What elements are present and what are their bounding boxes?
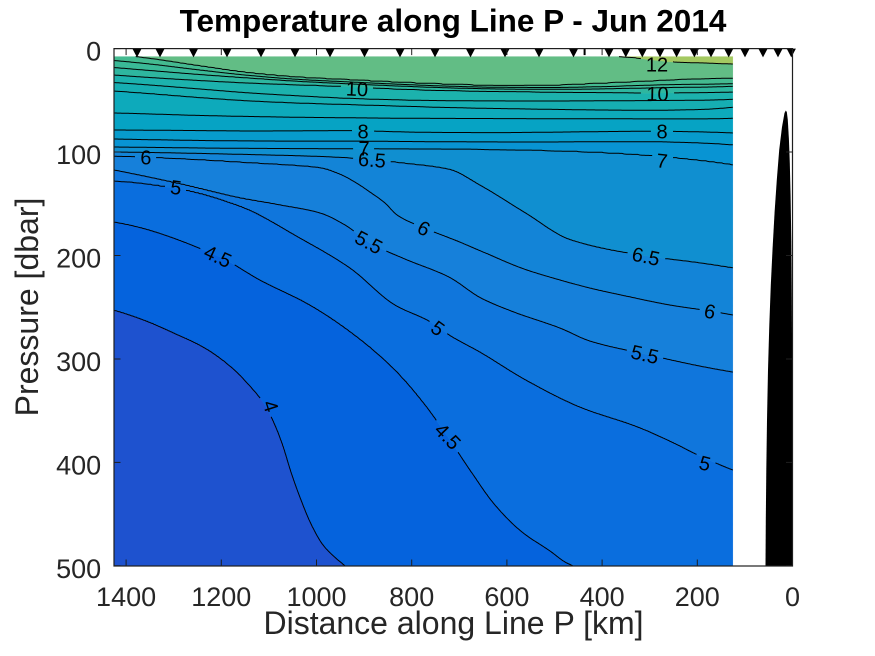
svg-text:12: 12 bbox=[646, 54, 668, 76]
svg-text:10: 10 bbox=[345, 79, 368, 102]
svg-text:6.5: 6.5 bbox=[357, 149, 386, 173]
svg-text:6: 6 bbox=[702, 300, 717, 324]
svg-text:5: 5 bbox=[169, 177, 183, 200]
svg-text:Pressure [dbar]: Pressure [dbar] bbox=[9, 198, 45, 417]
svg-text:1400: 1400 bbox=[96, 582, 156, 612]
svg-text:1200: 1200 bbox=[191, 582, 251, 612]
svg-text:300: 300 bbox=[56, 347, 101, 377]
svg-text:200: 200 bbox=[675, 582, 720, 612]
svg-text:0: 0 bbox=[785, 582, 800, 612]
svg-text:0: 0 bbox=[86, 37, 101, 67]
svg-text:1000: 1000 bbox=[286, 582, 346, 612]
svg-text:200: 200 bbox=[56, 244, 101, 274]
svg-text:6: 6 bbox=[140, 147, 152, 169]
svg-text:400: 400 bbox=[56, 450, 101, 480]
svg-text:800: 800 bbox=[389, 582, 434, 612]
svg-text:Distance along Line P [km]: Distance along Line P [km] bbox=[263, 605, 643, 641]
svg-text:5: 5 bbox=[697, 452, 713, 476]
svg-text:7: 7 bbox=[358, 138, 369, 160]
svg-text:8: 8 bbox=[357, 122, 368, 144]
svg-text:100: 100 bbox=[56, 140, 101, 170]
svg-text:600: 600 bbox=[484, 582, 529, 612]
svg-text:500: 500 bbox=[56, 554, 101, 584]
svg-text:400: 400 bbox=[580, 582, 625, 612]
svg-text:7: 7 bbox=[655, 150, 668, 173]
svg-text:Temperature along Line P - Jun: Temperature along Line P - Jun 2014 bbox=[180, 3, 727, 39]
svg-text:8: 8 bbox=[656, 121, 667, 143]
svg-text:10: 10 bbox=[646, 84, 669, 106]
